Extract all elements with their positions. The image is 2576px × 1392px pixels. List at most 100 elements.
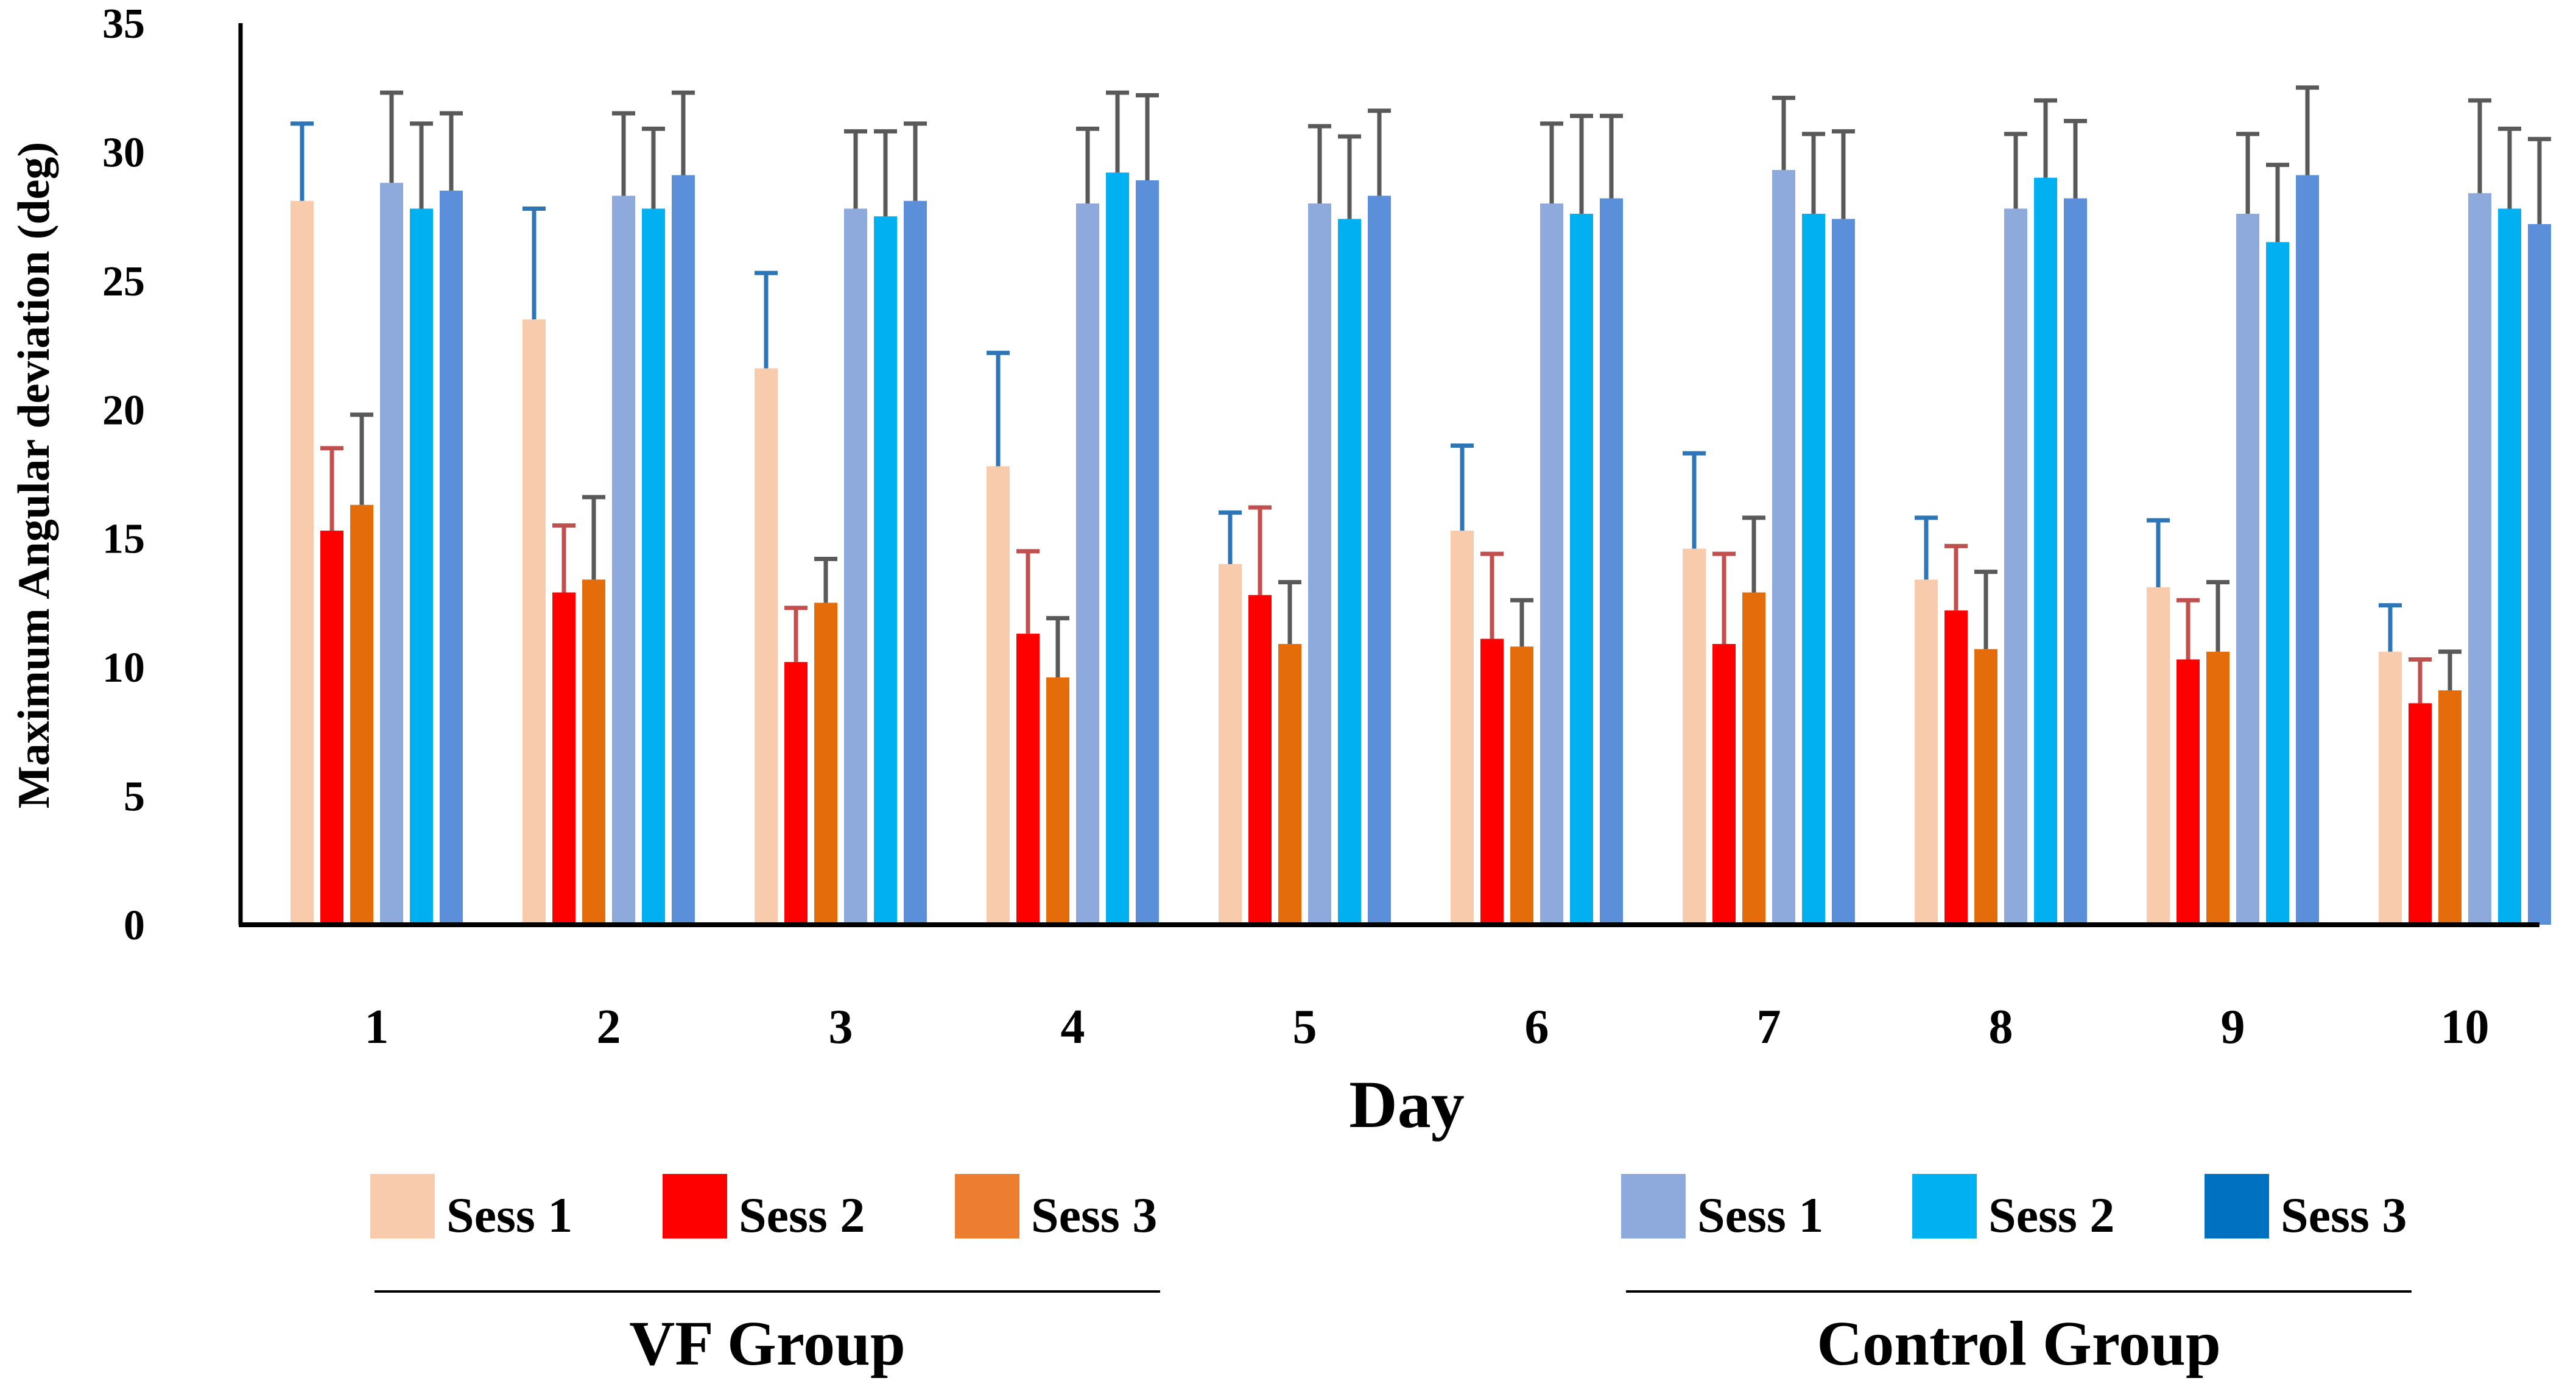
y-tick-label: 20: [102, 387, 145, 434]
error-bar: [672, 90, 695, 175]
bar: [2177, 659, 2200, 925]
error-bar: [1944, 543, 1968, 611]
error-bar: [1308, 124, 1331, 203]
bar: [904, 200, 927, 925]
error-bar: [784, 606, 808, 662]
legend-label: Sess 1: [446, 1187, 572, 1243]
error-bar: [1915, 515, 1938, 580]
legend-label: Sess 3: [2281, 1187, 2407, 1243]
legend-label: Sess 1: [1697, 1187, 1823, 1243]
legend-label: Sess 2: [739, 1187, 865, 1243]
bar: [1600, 198, 1623, 925]
error-bar: [1832, 129, 1855, 219]
x-tick-label: 4: [1061, 1000, 1085, 1054]
bar: [755, 368, 778, 925]
bar: [523, 319, 546, 925]
y-tick-label: 5: [124, 774, 145, 821]
legend-label: Sess 3: [1031, 1187, 1157, 1243]
error-bar: [552, 523, 575, 593]
x-tick-label: 3: [829, 1000, 853, 1054]
bar: [2528, 224, 2551, 925]
bar: [1974, 649, 1997, 925]
x-tick-label: 9: [2221, 1000, 2245, 1054]
error-bar: [1219, 510, 1242, 564]
y-tick-label: 15: [102, 516, 145, 563]
bar: [1802, 213, 1825, 925]
bar: [1510, 646, 1533, 925]
x-tick-label: 2: [597, 1000, 621, 1054]
error-bar: [1338, 134, 1361, 219]
x-tick-label: 8: [1989, 1000, 2013, 1054]
error-bar: [1016, 549, 1040, 634]
bar: [350, 504, 373, 925]
y-tick-label: 35: [102, 1, 145, 48]
error-bar: [1106, 90, 1129, 173]
bar: [844, 208, 867, 925]
error-bar: [1368, 108, 1391, 196]
error-bar: [1772, 96, 1795, 171]
y-axis-title: Maximum Angular deviation (deg): [9, 142, 59, 808]
bar: [1368, 196, 1391, 925]
bar: [1540, 203, 1563, 925]
x-tick-labels: 1 2 3 4 5 6 7 8 9 10: [365, 1000, 2490, 1054]
bar: [672, 175, 695, 925]
bar: [1278, 644, 1301, 925]
bar: [1136, 180, 1159, 925]
bar: [290, 200, 314, 925]
bar: [1076, 203, 1099, 925]
error-bar: [1248, 505, 1272, 595]
bar: [2409, 703, 2432, 925]
error-bar: [380, 90, 403, 183]
error-bar: [2064, 119, 2087, 199]
error-bar: [1600, 113, 1623, 199]
error-bar: [440, 111, 463, 191]
bar: [2296, 175, 2319, 925]
error-bar: [2468, 98, 2491, 194]
bar: [2236, 213, 2259, 925]
error-bar: [612, 111, 635, 196]
error-bar: [814, 557, 837, 603]
error-bar: [350, 412, 373, 505]
x-tick-label: 10: [2441, 1000, 2490, 1054]
x-tick-label: 5: [1293, 1000, 1317, 1054]
y-tick-label: 0: [124, 902, 145, 949]
error-bar: [987, 350, 1010, 467]
bar: [2034, 177, 2057, 925]
legend-swatch: [955, 1174, 1019, 1238]
bar: [874, 216, 897, 925]
bars-layer: [290, 170, 2551, 925]
error-bar: [1076, 126, 1099, 203]
bar: [2438, 690, 2462, 925]
error-bar: [755, 270, 778, 369]
bar: [1308, 203, 1331, 925]
legend-swatch: [2205, 1174, 2269, 1238]
error-bar: [1510, 598, 1533, 647]
error-bar: [2498, 126, 2521, 209]
error-bar: [2034, 98, 2057, 178]
error-bar: [1451, 443, 1474, 531]
x-tick-label: 1: [365, 1000, 389, 1054]
error-bar: [582, 495, 605, 580]
bar: [1683, 548, 1706, 925]
error-bar: [874, 129, 897, 217]
bar: [2379, 651, 2402, 925]
error-bar: [844, 129, 867, 209]
error-bar: [2004, 132, 2027, 209]
y-tick-label: 30: [102, 129, 145, 176]
bar: [1832, 219, 1855, 925]
bar: [2064, 198, 2087, 925]
error-bars-layer: [290, 85, 2551, 704]
bar: [2004, 208, 2027, 925]
bar: [440, 190, 463, 925]
error-bar: [320, 446, 343, 531]
error-bar: [2438, 649, 2462, 691]
bar: [1570, 213, 1593, 925]
bar: [814, 602, 837, 925]
x-tick-label: 7: [1757, 1000, 1781, 1054]
legend-swatch: [370, 1174, 435, 1238]
legend-group-label: VF Group: [629, 1309, 906, 1379]
y-tick-label: 25: [102, 258, 145, 305]
bar: [1451, 531, 1474, 925]
